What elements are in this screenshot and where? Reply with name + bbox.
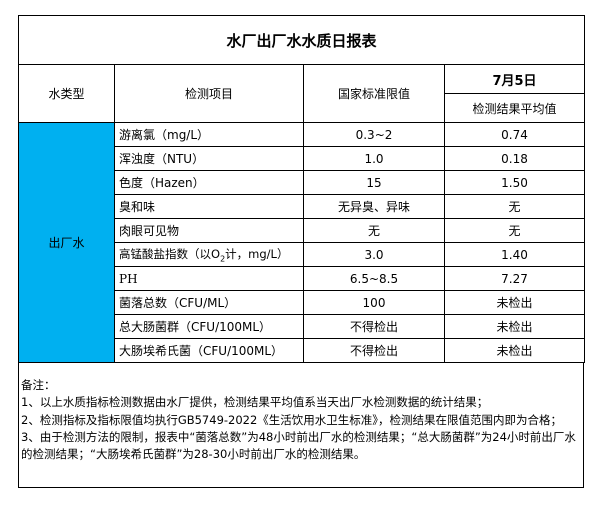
table-row: 浑浊度（NTU） 1.0 0.18 <box>19 146 586 171</box>
result-cell: 未检出 <box>443 290 586 315</box>
standard-cell: 15 <box>303 170 445 195</box>
standard-cell: 100 <box>303 290 445 315</box>
result-cell: 7.27 <box>443 266 586 291</box>
item-cell: 臭和味 <box>114 194 304 219</box>
standard-cell: 无 <box>303 218 445 243</box>
table-row: PH 6.5~8.5 7.27 <box>19 266 586 291</box>
item-cell: 浑浊度（NTU） <box>114 146 304 171</box>
header-result: 检测结果平均值 <box>443 93 586 123</box>
standard-cell: 不得检出 <box>303 338 445 363</box>
result-cell: 未检出 <box>443 338 586 363</box>
header-standard: 国家标准限值 <box>303 64 445 123</box>
standard-cell: 不得检出 <box>303 314 445 339</box>
item-cell: 游离氯（mg/L） <box>114 122 304 147</box>
report-title: 水厂出厂水水质日报表 <box>17 15 586 65</box>
table-row: 大肠埃希氏菌（CFU/100ML） 不得检出 未检出 <box>19 338 586 363</box>
table-row: 高锰酸盐指数（以O2计，mg/L） 3.0 1.40 <box>19 242 586 267</box>
water-type-cell: 出厂水 <box>18 122 115 363</box>
header-date: 7月5日 <box>443 64 586 94</box>
item-cell: 总大肠菌群（CFU/100ML） <box>114 314 304 339</box>
header-water-type: 水类型 <box>18 64 115 123</box>
result-cell: 0.74 <box>443 122 586 147</box>
table-row: 菌落总数（CFU/ML） 100 未检出 <box>19 290 586 315</box>
item-cell: 肉眼可见物 <box>114 218 304 243</box>
header-item: 检测项目 <box>114 64 304 123</box>
standard-cell: 3.0 <box>303 242 445 267</box>
standard-cell: 1.0 <box>303 146 445 171</box>
table-row: 色度（Hazen） 15 1.50 <box>19 170 586 195</box>
item-cell: 菌落总数（CFU/ML） <box>114 290 304 315</box>
item-cell: 大肠埃希氏菌（CFU/100ML） <box>114 338 304 363</box>
result-cell: 1.40 <box>443 242 586 267</box>
result-cell: 未检出 <box>443 314 586 339</box>
standard-cell: 6.5~8.5 <box>303 266 445 291</box>
note-line: 2、检测指标及指标限值均执行GB5749-2022《生活饮用水卫生标准》，检测结… <box>21 412 563 427</box>
note-line: 3、由于检测方法的限制，报表中“菌落总数”为48小时前出厂水的检测结果；“总大肠… <box>21 429 576 462</box>
item-cell: 色度（Hazen） <box>114 170 304 195</box>
item-cell: 高锰酸盐指数（以O2计，mg/L） <box>114 242 304 267</box>
result-cell: 1.50 <box>443 170 586 195</box>
item-cell: PH <box>114 266 304 291</box>
table-row: 出厂水 游离氯（mg/L） 0.3~2 0.74 <box>18 122 586 363</box>
result-cell: 无 <box>443 218 586 243</box>
result-cell: 无 <box>443 194 586 219</box>
table-row: 肉眼可见物无无 <box>19 218 586 243</box>
notes-heading: 备注： <box>21 378 56 392</box>
item-subscript: 2 <box>220 254 226 264</box>
item-text: 计，mg/L） <box>225 246 289 261</box>
table-row: 臭和味 无异臭、异味无 <box>19 194 586 219</box>
water-quality-table: 水厂出厂水水质日报表 水类型 检测项目 国家标准限值 7月5日 检测结果平均值 … <box>17 15 586 363</box>
item-text: 高锰酸盐指数（以O <box>119 246 221 261</box>
notes-section: 备注： 1、以上水质指标检测数据由水厂提供，检测结果平均值系当天出厂水检测数据的… <box>18 363 584 488</box>
standard-cell: 0.3~2 <box>303 122 445 147</box>
report: 水厂出厂水水质日报表 水类型 检测项目 国家标准限值 7月5日 检测结果平均值 … <box>17 15 586 488</box>
result-cell: 0.18 <box>443 146 586 171</box>
standard-cell: 无异臭、异味 <box>303 194 445 219</box>
note-line: 1、以上水质指标检测数据由水厂提供，检测结果平均值系当天出厂水检测数据的统计结果… <box>21 395 489 410</box>
